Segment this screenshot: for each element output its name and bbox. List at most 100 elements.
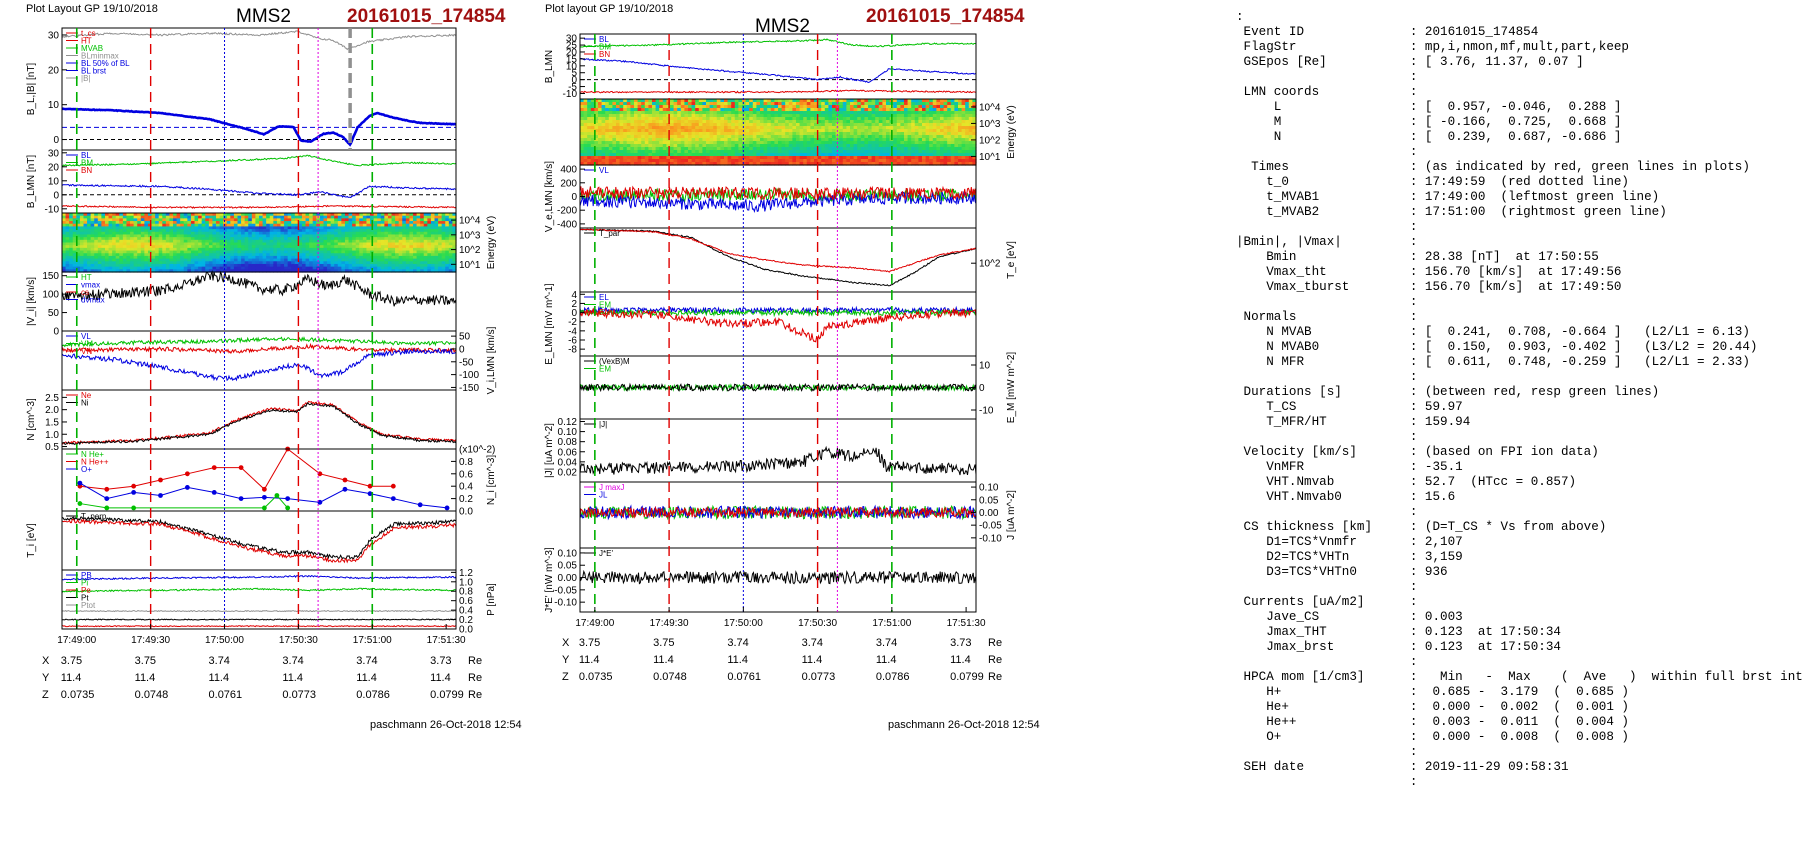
spectrogram-cell <box>101 223 106 228</box>
series-marker <box>285 496 291 501</box>
spectrogram-cell <box>680 126 685 130</box>
series-line <box>579 58 977 84</box>
spectrogram-cell <box>137 266 142 270</box>
spectrogram-cell <box>87 266 92 270</box>
spectrogram-cell <box>882 120 887 124</box>
spectrogram-cell <box>97 237 102 241</box>
spectrogram-cell <box>914 153 919 157</box>
spectrogram-cell <box>583 120 588 124</box>
spectrogram-cell <box>821 135 826 139</box>
spectrogram-cell <box>140 245 145 249</box>
spectrogram-cell <box>583 153 588 157</box>
spectrogram-cell <box>269 223 274 228</box>
spectrogram-cell <box>605 99 610 103</box>
spectrogram-cell <box>893 117 898 121</box>
spectrogram-cell <box>147 247 153 252</box>
spectrogram-cell <box>226 237 231 241</box>
spectrogram-cell <box>688 147 693 151</box>
spectrogram-cell <box>319 239 325 244</box>
spectrogram-cell <box>630 123 635 127</box>
spectrogram-cell <box>875 153 880 157</box>
spectrogram-cell <box>770 114 775 118</box>
spectrogram-cell <box>355 213 360 217</box>
spectrogram-cell <box>155 261 160 265</box>
spectrogram-cell <box>377 234 382 238</box>
spectrogram-cell <box>108 229 113 233</box>
spectrogram-cell <box>183 226 188 230</box>
spectrogram-cell <box>212 250 217 254</box>
spectrogram-cell <box>312 215 317 219</box>
spectrogram-cell <box>248 250 253 254</box>
spectrogram-cell <box>716 132 721 136</box>
spectrogram-cell <box>644 141 649 145</box>
spectrogram-cell <box>287 213 292 217</box>
spectrogram-cell <box>122 231 128 236</box>
spectrogram-cell <box>803 105 808 109</box>
spectrogram-cell <box>294 242 299 246</box>
spectrogram-cell <box>875 144 880 148</box>
spectrogram-cell <box>119 269 124 273</box>
spectrogram-cell <box>871 123 876 127</box>
spectrogram-cell <box>713 153 718 157</box>
spectrogram-cell <box>889 108 894 112</box>
spectrogram-cell <box>341 266 346 270</box>
spectrogram-cell <box>94 242 99 246</box>
spectrogram-cell <box>587 129 592 133</box>
spectrogram-cell <box>208 226 214 230</box>
y-tick-label: 0 <box>571 75 577 86</box>
spectrogram-cell <box>291 239 296 244</box>
series-line <box>61 625 457 628</box>
spectrogram-cell <box>316 253 321 257</box>
spectrogram-cell <box>806 147 811 151</box>
spectrogram-cell <box>608 99 613 103</box>
spectrogram-cell <box>97 258 102 262</box>
spectrogram-cell <box>662 159 667 163</box>
spectrogram-cell <box>445 247 450 252</box>
spectrogram-cell <box>619 123 624 127</box>
spectrogram-cell <box>594 117 599 121</box>
spectrogram-cell <box>932 123 937 127</box>
spectrogram-cell <box>434 247 439 252</box>
spectrogram-cell <box>402 255 407 260</box>
spectrogram-cell <box>380 234 385 238</box>
spectrogram-cell <box>734 147 739 151</box>
spectrogram-cell <box>305 250 310 254</box>
spectrogram-cell <box>796 102 801 106</box>
spectrogram-cell <box>731 132 736 136</box>
spectrogram-cell <box>724 126 729 130</box>
series-line <box>61 516 457 560</box>
spectrogram-cell <box>208 253 214 257</box>
spectrogram-cell <box>860 105 865 109</box>
spectrogram-cell <box>641 108 646 112</box>
spectrogram-cell <box>914 156 919 160</box>
spectrogram-cell <box>918 111 923 115</box>
spectrogram-cell <box>69 234 74 238</box>
spectrogram-cell <box>230 258 235 262</box>
y-tick-label: -10 <box>563 89 578 100</box>
spectrogram-cell <box>911 138 916 142</box>
spectrogram-cell <box>846 138 851 142</box>
spectrogram-cell <box>441 247 446 252</box>
spectrogram-cell <box>223 218 228 222</box>
spectrogram-cell <box>165 215 171 219</box>
spectrogram-cell <box>341 242 346 246</box>
spectrogram-cell <box>864 162 869 166</box>
spectrogram-cell <box>438 223 443 228</box>
spectrogram-cell <box>598 126 603 130</box>
spectrogram-cell <box>438 261 443 265</box>
spectrogram-cell <box>634 123 639 127</box>
spectrogram-cell <box>882 102 887 106</box>
spectrogram-cell <box>108 239 113 244</box>
spectrogram-cell <box>886 162 891 166</box>
spectrogram-cell <box>62 229 67 233</box>
spectrogram-cell <box>738 114 743 118</box>
spectrogram-cell <box>760 147 765 151</box>
spectrogram-cell <box>716 108 721 112</box>
spectrogram-cell <box>83 213 88 217</box>
spectrogram-cell <box>911 156 916 160</box>
spectrogram-cell <box>76 215 81 219</box>
spectrogram-cell <box>832 108 837 112</box>
spectrogram-cell <box>115 226 120 230</box>
spectrogram-cell <box>778 141 783 145</box>
spectrogram-cell <box>904 159 909 163</box>
